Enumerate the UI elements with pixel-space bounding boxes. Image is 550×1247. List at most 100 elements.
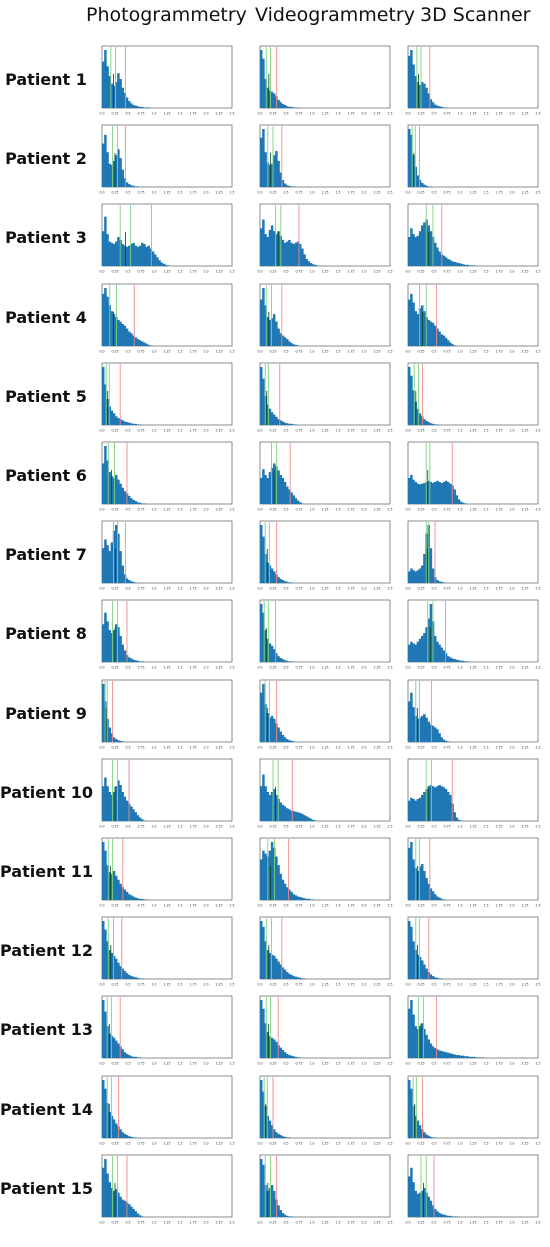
x-tick-label: 2.0 — [509, 666, 514, 670]
histogram-bar — [132, 1208, 135, 1217]
histogram-bar — [167, 265, 170, 267]
histogram-bar — [106, 66, 109, 108]
column-header-videogrammetry: Videogrammetry — [255, 4, 415, 26]
x-tick-label: 0.5 — [431, 191, 436, 195]
x-tick-label: 2.5 — [535, 508, 540, 512]
x-tick-label: 2.25 — [373, 428, 380, 432]
row-label-patient-9: Patient 9 — [5, 703, 87, 723]
x-tick-label: 2.5 — [535, 1141, 540, 1145]
histogram-bar — [427, 1135, 430, 1138]
x-tick-label: 1.0 — [151, 666, 156, 670]
row-label-patient-13: Patient 13 — [0, 1020, 93, 1040]
x-tick-label: 2.25 — [215, 1141, 222, 1145]
x-tick-label: 2.0 — [509, 112, 514, 116]
x-tick-label: 2.0 — [509, 983, 514, 987]
histogram-bar — [283, 1136, 287, 1138]
histogram-bar — [412, 1014, 415, 1059]
histogram-bar — [290, 975, 293, 980]
histogram-bar — [102, 624, 105, 663]
histogram-bar — [429, 548, 433, 584]
x-tick-label: 0.75 — [137, 666, 144, 670]
x-tick-label: 1.25 — [469, 824, 476, 828]
histogram-bar — [416, 798, 420, 821]
x-tick-label: 0.75 — [295, 904, 302, 908]
histogram-bar — [444, 1052, 448, 1059]
histogram-bar — [117, 962, 120, 980]
histogram-bar — [427, 1196, 430, 1217]
histogram-bar — [128, 894, 131, 900]
x-tick-label: 2.5 — [535, 191, 540, 195]
row-label-patient-1: Patient 1 — [5, 70, 87, 89]
histogram-bar — [427, 618, 430, 663]
x-tick-label: 0.75 — [443, 1220, 450, 1224]
histogram-bar — [106, 785, 109, 821]
histogram-bar — [104, 1088, 107, 1138]
x-tick-label: 2.0 — [203, 349, 208, 353]
histogram-bar — [294, 895, 298, 900]
histogram-bar — [130, 185, 133, 188]
histogram-panel: 0.0 0.25 0.5 0.75 1.0 1.25 1.5 1.75 2.0 2.25 2.5 — [94, 678, 235, 750]
histogram-bar — [429, 604, 433, 663]
histogram-bar — [414, 310, 417, 346]
x-tick-label: 1.75 — [189, 1220, 196, 1224]
x-tick-label: 0.75 — [443, 587, 450, 591]
x-tick-label: 0.5 — [125, 745, 130, 749]
x-tick-label: 2.25 — [373, 270, 380, 274]
x-tick-label: 2.0 — [509, 587, 514, 591]
histogram-bar — [264, 785, 267, 821]
histogram-bar — [102, 1167, 105, 1217]
histogram-bar — [416, 175, 420, 188]
x-tick-label: 0.5 — [431, 1141, 436, 1145]
histogram-bar — [119, 883, 122, 900]
histogram-bar — [132, 582, 135, 584]
x-tick-label: 0.25 — [417, 428, 424, 432]
x-tick-label: 0.25 — [269, 983, 276, 987]
histogram-bar — [303, 978, 306, 980]
histogram-bar — [286, 338, 289, 346]
x-tick-label: 1.5 — [483, 349, 488, 353]
histogram-bar — [117, 533, 120, 584]
x-tick-label: 2.0 — [203, 824, 208, 828]
histogram-bar — [429, 186, 433, 188]
histogram-bar — [286, 242, 289, 267]
x-tick-label: 1.25 — [163, 270, 170, 274]
histogram-bar — [466, 265, 469, 267]
histogram-bar — [440, 106, 443, 108]
histogram-bar — [408, 237, 411, 267]
x-tick-label: 2.25 — [215, 824, 222, 828]
x-tick-label: 0.0 — [257, 191, 262, 195]
x-tick-label: 1.0 — [151, 1141, 156, 1145]
x-tick-label: 2.25 — [521, 349, 528, 353]
histogram-bar — [134, 1137, 137, 1138]
histogram-panel: 0.0 0.25 0.5 0.75 1.0 1.25 1.5 1.75 2.0 2.25 2.5 — [94, 202, 235, 274]
histogram-bar — [438, 732, 441, 742]
x-tick-label: 0.25 — [269, 824, 276, 828]
histogram-bar — [305, 259, 308, 267]
histogram-bar — [108, 163, 111, 188]
x-tick-label: 1.0 — [151, 904, 156, 908]
histogram-bar — [141, 978, 144, 980]
x-tick-label: 1.0 — [151, 349, 156, 353]
histogram-bar — [102, 61, 105, 108]
histogram-bar — [123, 889, 127, 900]
histogram-svg: 0.0 0.25 0.5 0.75 1.0 1.25 1.5 1.75 2.0 2.25 2.5 — [99, 204, 235, 274]
histogram-bar — [290, 243, 293, 267]
histogram-bar — [307, 898, 311, 900]
x-tick-label: 0.75 — [443, 428, 450, 432]
histogram-bar — [262, 613, 265, 663]
histogram-bar — [438, 251, 441, 267]
x-tick-label: 1.75 — [347, 1062, 354, 1066]
histogram-bar — [312, 264, 315, 267]
x-tick-label: 1.25 — [321, 508, 328, 512]
x-tick-label: 1.25 — [163, 824, 170, 828]
x-tick-label: 1.0 — [309, 904, 314, 908]
histogram-bar — [429, 784, 433, 821]
histogram-bar — [283, 806, 287, 821]
histogram-bar — [418, 1192, 422, 1217]
histogram-bar — [429, 321, 433, 346]
histogram-bar — [416, 1029, 420, 1059]
histogram-bar — [268, 472, 272, 504]
x-tick-label: 2.25 — [215, 1062, 222, 1066]
x-tick-label: 2.0 — [361, 508, 366, 512]
histogram-panel: 0.0 0.25 0.5 0.75 1.0 1.25 1.5 1.75 2.0 2.25 2.5 — [94, 440, 235, 512]
